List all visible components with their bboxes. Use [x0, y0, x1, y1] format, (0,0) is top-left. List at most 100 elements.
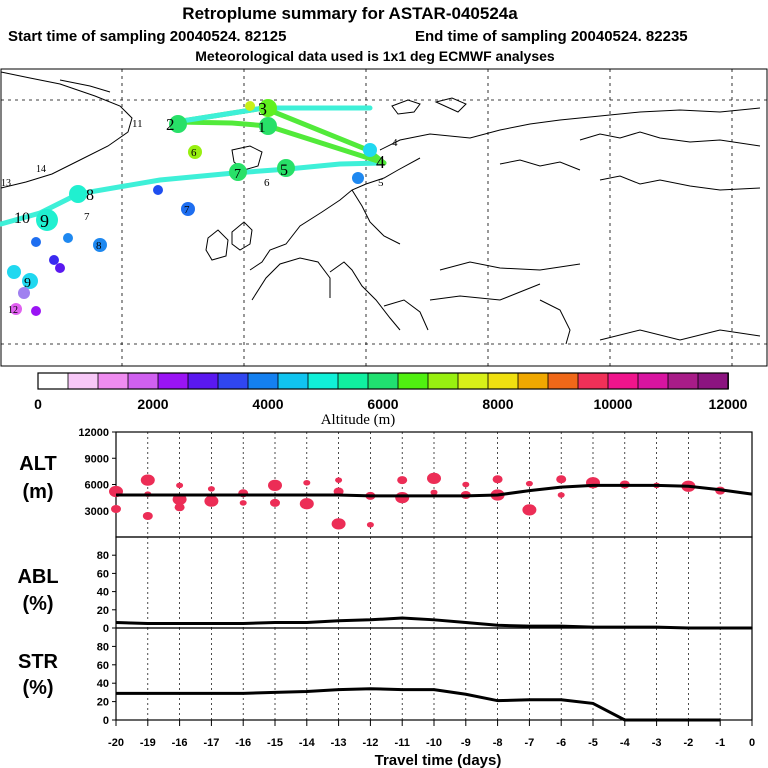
svg-text:5: 5	[378, 177, 384, 189]
map-marker: 2	[166, 115, 187, 134]
map-marker: 9	[22, 273, 38, 291]
colorbar-swatch	[697, 372, 729, 390]
map-marker-dot	[352, 172, 364, 184]
y-tick-label: 3000	[85, 506, 109, 518]
colorbar-swatch	[337, 372, 369, 390]
map-marker: 6	[264, 177, 270, 189]
svg-text:5: 5	[280, 162, 288, 179]
colorbar-swatch	[187, 372, 219, 390]
x-tick-label: -6	[556, 737, 566, 749]
colorbar-swatch	[457, 372, 489, 390]
y-tick-label: 80	[97, 641, 109, 653]
y-tick-label: 60	[97, 660, 109, 672]
y-tick-label: 12000	[78, 427, 109, 439]
alt-data-point	[556, 475, 567, 484]
map-gridlines	[1, 69, 767, 366]
map-panel: 9 8 10 8 9 7 6	[0, 68, 768, 367]
svg-text:14: 14	[36, 164, 46, 175]
y-tick-label: 0	[103, 623, 109, 635]
colorbar-swatch	[487, 372, 519, 390]
x-tick-label: -16	[235, 737, 251, 749]
colorbar-swatch	[397, 372, 429, 390]
svg-text:7: 7	[234, 167, 241, 182]
svg-text:9: 9	[40, 211, 49, 231]
map-marker: 4	[363, 143, 385, 172]
figure-title: Retroplume summary for ASTAR-040524a	[182, 4, 518, 23]
y-tick-label: 20	[97, 605, 109, 617]
map-marker-dot	[31, 306, 41, 316]
map-marker: 8	[93, 238, 107, 252]
alt-data-point	[268, 479, 282, 491]
trajectory-markers: 9 8 10 8 9 7 6	[1, 99, 398, 316]
colorbar-tick-labels: 0 2000 4000 6000 8000 10000 12000	[34, 396, 748, 412]
colorbar-tick-label: 12000	[709, 396, 748, 412]
map-marker: 11	[132, 118, 143, 130]
x-tick-label: -14	[299, 737, 316, 749]
map-frame	[0, 68, 768, 367]
colorbar-swatch	[547, 372, 579, 390]
x-tick-label: -9	[461, 737, 471, 749]
panel-alt: 3000 6000 9000 12000 ALT (m)	[19, 427, 753, 538]
x-tick-label: -12	[362, 737, 378, 749]
svg-text:11: 11	[132, 118, 143, 130]
colorbar-swatch	[577, 372, 609, 390]
colorbar-swatch	[67, 372, 99, 390]
map-marker: 12	[8, 303, 22, 316]
svg-text:4: 4	[392, 137, 398, 149]
coastlines	[0, 71, 761, 345]
str-series-line	[116, 687, 721, 722]
y-tick-label: 80	[97, 550, 109, 562]
svg-text:13: 13	[1, 178, 11, 189]
alt-data-point	[462, 481, 470, 488]
x-tick-label: -11	[395, 737, 410, 749]
map-marker: 3	[258, 99, 277, 119]
map-marker-dot	[7, 265, 21, 279]
y-tick-label: 0	[103, 715, 109, 727]
colorbar-tick-label: 8000	[482, 396, 513, 412]
x-axis-label: Travel time (days)	[375, 752, 502, 768]
map-marker: 13	[1, 178, 11, 189]
y-tick-label: 20	[97, 697, 109, 709]
alt-data-point	[335, 477, 343, 483]
time-series-panels: 3000 6000 9000 12000 ALT (m) 0 20 40 60 80 ABL (%) 0 2…	[17, 427, 755, 749]
x-axis: -20 -19 -16 -17 -16 -15 -14 -13 -12 -11 -10 -9 -8 -7-…	[108, 720, 755, 749]
panel-label: (m)	[22, 481, 53, 503]
colorbar-swatch	[97, 372, 129, 390]
svg-text:3: 3	[258, 99, 267, 119]
map-marker: 9	[36, 209, 58, 231]
x-tick-label: -1	[715, 737, 725, 749]
alt-data-point	[239, 500, 247, 506]
met-data-label: Meteorological data used is 1x1 deg ECMW…	[195, 48, 555, 64]
colorbar-swatch	[157, 372, 189, 390]
map-marker: 14	[36, 164, 46, 175]
alt-data-point	[366, 521, 374, 528]
colorbar-swatches	[37, 372, 729, 390]
map-marker: 7	[181, 202, 195, 216]
alt-data-point	[525, 480, 533, 487]
map-marker: 5	[378, 177, 384, 189]
map-marker: 4	[392, 137, 398, 149]
colorbar-swatch	[307, 372, 339, 390]
map-marker: 1	[258, 117, 277, 136]
svg-text:7: 7	[84, 211, 90, 223]
start-time-label: Start time of sampling 20040524. 82125	[8, 28, 286, 45]
alt-mean-line	[116, 483, 753, 498]
y-tick-label: 60	[97, 568, 109, 580]
map-marker-dot	[49, 255, 59, 265]
colorbar-swatch	[427, 372, 459, 390]
svg-text:9: 9	[24, 276, 31, 291]
colorbar-swatch	[247, 372, 279, 390]
colorbar-tick-label: 6000	[367, 396, 398, 412]
colorbar-swatch	[127, 372, 159, 390]
alt-data-point	[522, 504, 537, 516]
panel-label: (%)	[22, 593, 53, 615]
alt-data-point	[492, 475, 503, 484]
x-tick-label: 0	[749, 737, 755, 749]
alt-data-point	[395, 492, 410, 504]
map-marker-dot	[153, 185, 163, 195]
map-marker-dot	[245, 101, 255, 111]
x-tick-label: -17	[203, 737, 219, 749]
svg-text:1: 1	[258, 120, 266, 136]
x-tick-label: -20	[108, 737, 124, 749]
x-tick-label: -7	[525, 737, 535, 749]
